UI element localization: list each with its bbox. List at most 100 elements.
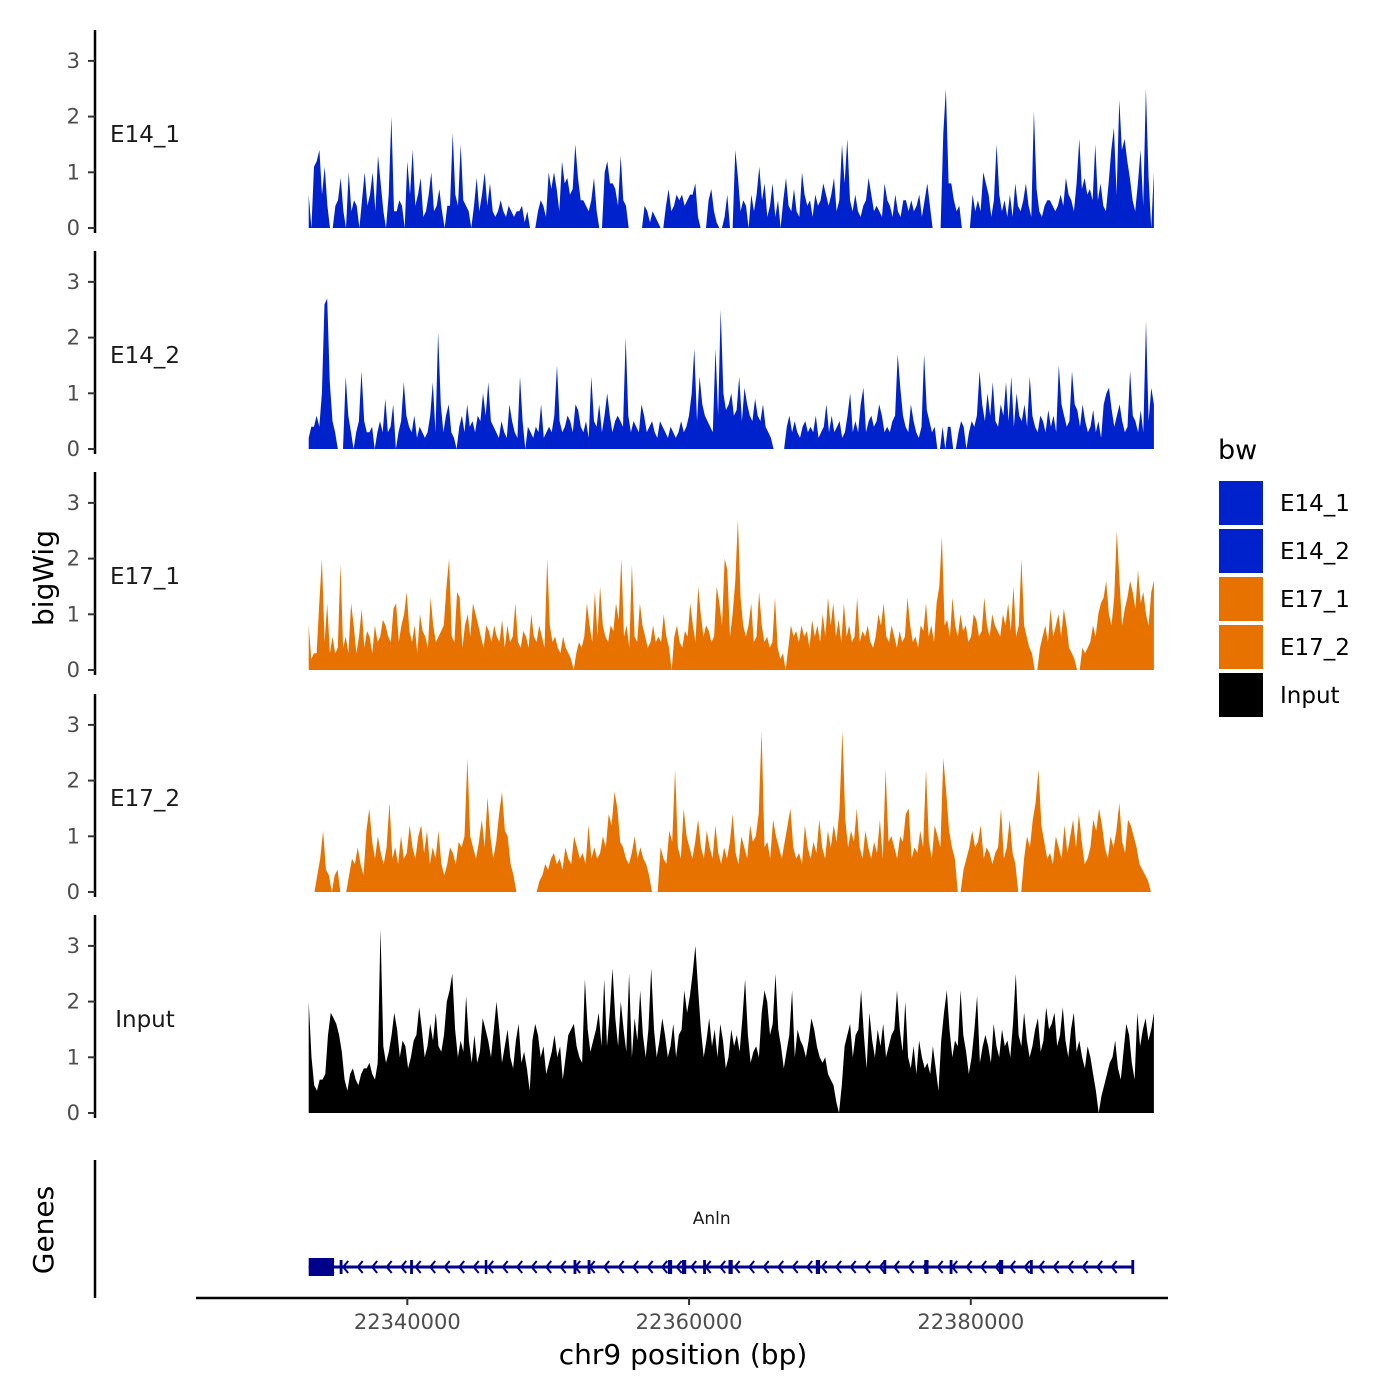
track-E17_2: 0 1 2 3 E17_2: [67, 694, 1154, 904]
gene-exon: [924, 1260, 929, 1274]
gene-exon: [728, 1260, 733, 1274]
strand-arrow: [747, 1260, 755, 1274]
track-label: Input: [115, 1007, 175, 1033]
y-tick-label: 1: [67, 602, 80, 626]
track-Input: 0 1 2 3 Input: [67, 915, 1154, 1125]
legend-entry-E17_2: E17_2: [1219, 625, 1350, 669]
strand-arrow: [675, 1260, 683, 1274]
strand-arrow: [834, 1260, 842, 1274]
gene-exon: [1029, 1260, 1033, 1274]
y-tick-label: 1: [67, 381, 80, 405]
y-tick-label: 2: [67, 990, 80, 1014]
gene-exon: [339, 1260, 343, 1274]
y-tick-label: 1: [67, 160, 80, 184]
coverage-area-Input: [308, 929, 1154, 1113]
y-tick-label: 2: [67, 769, 80, 793]
legend: bw E14_1 E14_2 E17_1 E17_2 Input: [1218, 435, 1350, 717]
legend-entries: E14_1 E14_2 E17_1 E17_2 Input: [1219, 481, 1350, 717]
y-tick-label: 3: [67, 491, 80, 515]
strand-arrow: [501, 1260, 509, 1274]
strand-arrow: [733, 1260, 741, 1274]
strand-arrow: [1023, 1260, 1031, 1274]
strand-arrow: [617, 1260, 625, 1274]
strand-arrow: [892, 1260, 900, 1274]
x-tick-label: 22380000: [917, 1310, 1024, 1334]
strand-arrow: [1095, 1260, 1103, 1274]
gene-exon: [573, 1260, 577, 1274]
strand-arrow: [762, 1260, 770, 1274]
gene-name-label: Anln: [693, 1209, 731, 1229]
y-tick-label: 0: [67, 216, 80, 240]
legend-entry-E14_1: E14_1: [1219, 481, 1350, 525]
strand-arrow: [936, 1260, 944, 1274]
y-tick-label: 0: [67, 880, 80, 904]
track-E14_1: 0 1 2 3 E14_1: [67, 30, 1154, 240]
x-axis-title: chr9 position (bp): [559, 1338, 808, 1371]
track-label: E14_2: [110, 343, 180, 369]
y-tick-label: 2: [67, 105, 80, 129]
strand-arrow: [820, 1260, 828, 1274]
strand-arrow: [660, 1260, 668, 1274]
legend-label: E17_2: [1280, 635, 1350, 661]
gene-exon: [587, 1260, 591, 1274]
legend-entry-E14_2: E14_2: [1219, 529, 1350, 573]
strand-arrow: [646, 1260, 654, 1274]
strand-arrow: [849, 1260, 857, 1274]
strand-arrow: [1052, 1260, 1060, 1274]
y-tick-label: 3: [67, 49, 80, 73]
gene-exon: [998, 1260, 1004, 1274]
gene-exon: [667, 1260, 673, 1274]
gene-exon: [949, 1260, 953, 1274]
strand-arrow: [1066, 1260, 1074, 1274]
legend-label: E17_1: [1280, 587, 1350, 613]
gene-exon: [682, 1260, 687, 1274]
strand-arrow: [1037, 1260, 1045, 1274]
strand-arrow: [1110, 1260, 1118, 1274]
strand-arrow: [457, 1260, 465, 1274]
legend-entry-Input: Input: [1219, 673, 1340, 717]
gene-Anln: Anln: [308, 1209, 1135, 1276]
strand-arrow: [718, 1260, 726, 1274]
coverage-area-E17_2: [308, 730, 1154, 892]
coverage-area-E14_2: [308, 298, 1154, 449]
gene-exon: [815, 1260, 821, 1274]
x-tick-label: 22340000: [354, 1310, 461, 1334]
y-tick-label: 0: [67, 437, 80, 461]
track-label: E17_2: [110, 786, 180, 812]
strand-arrow: [472, 1260, 480, 1274]
gene-exon: [484, 1260, 488, 1274]
y-tick-label: 2: [67, 326, 80, 350]
strand-arrow: [602, 1260, 610, 1274]
y-tick-label: 3: [67, 934, 80, 958]
y-tick-label: 3: [67, 270, 80, 294]
strand-arrow: [530, 1260, 538, 1274]
legend-entry-E17_1: E17_1: [1219, 577, 1350, 621]
track-label: E14_1: [110, 122, 180, 148]
track-E17_1: 0 1 2 3 E17_1: [67, 472, 1154, 682]
gene-track: Anln: [93, 1160, 1135, 1298]
y-tick-label: 0: [67, 1101, 80, 1125]
gene-exon: [703, 1260, 706, 1274]
legend-swatch: [1219, 673, 1263, 717]
gene-exon: [883, 1260, 887, 1274]
strand-arrow: [414, 1260, 422, 1274]
legend-swatch: [1219, 625, 1263, 669]
x-tick-label: 22360000: [636, 1310, 743, 1334]
strand-arrow: [428, 1260, 436, 1274]
coverage-area-E14_1: [308, 88, 1154, 228]
strand-arrow: [805, 1260, 813, 1274]
gene-exon: [308, 1258, 335, 1276]
y-tick-label: 1: [67, 824, 80, 848]
strand-arrow: [399, 1260, 407, 1274]
gene-exon: [1131, 1260, 1135, 1274]
gene-track-title: Genes: [27, 1186, 60, 1274]
strand-arrow: [631, 1260, 639, 1274]
strand-arrow: [791, 1260, 799, 1274]
legend-title: bw: [1218, 435, 1257, 466]
y-tick-label: 0: [67, 658, 80, 682]
gene-exon: [410, 1260, 413, 1274]
strand-arrow: [385, 1260, 393, 1274]
strand-arrow: [689, 1260, 697, 1274]
track-label: E17_1: [110, 564, 180, 590]
